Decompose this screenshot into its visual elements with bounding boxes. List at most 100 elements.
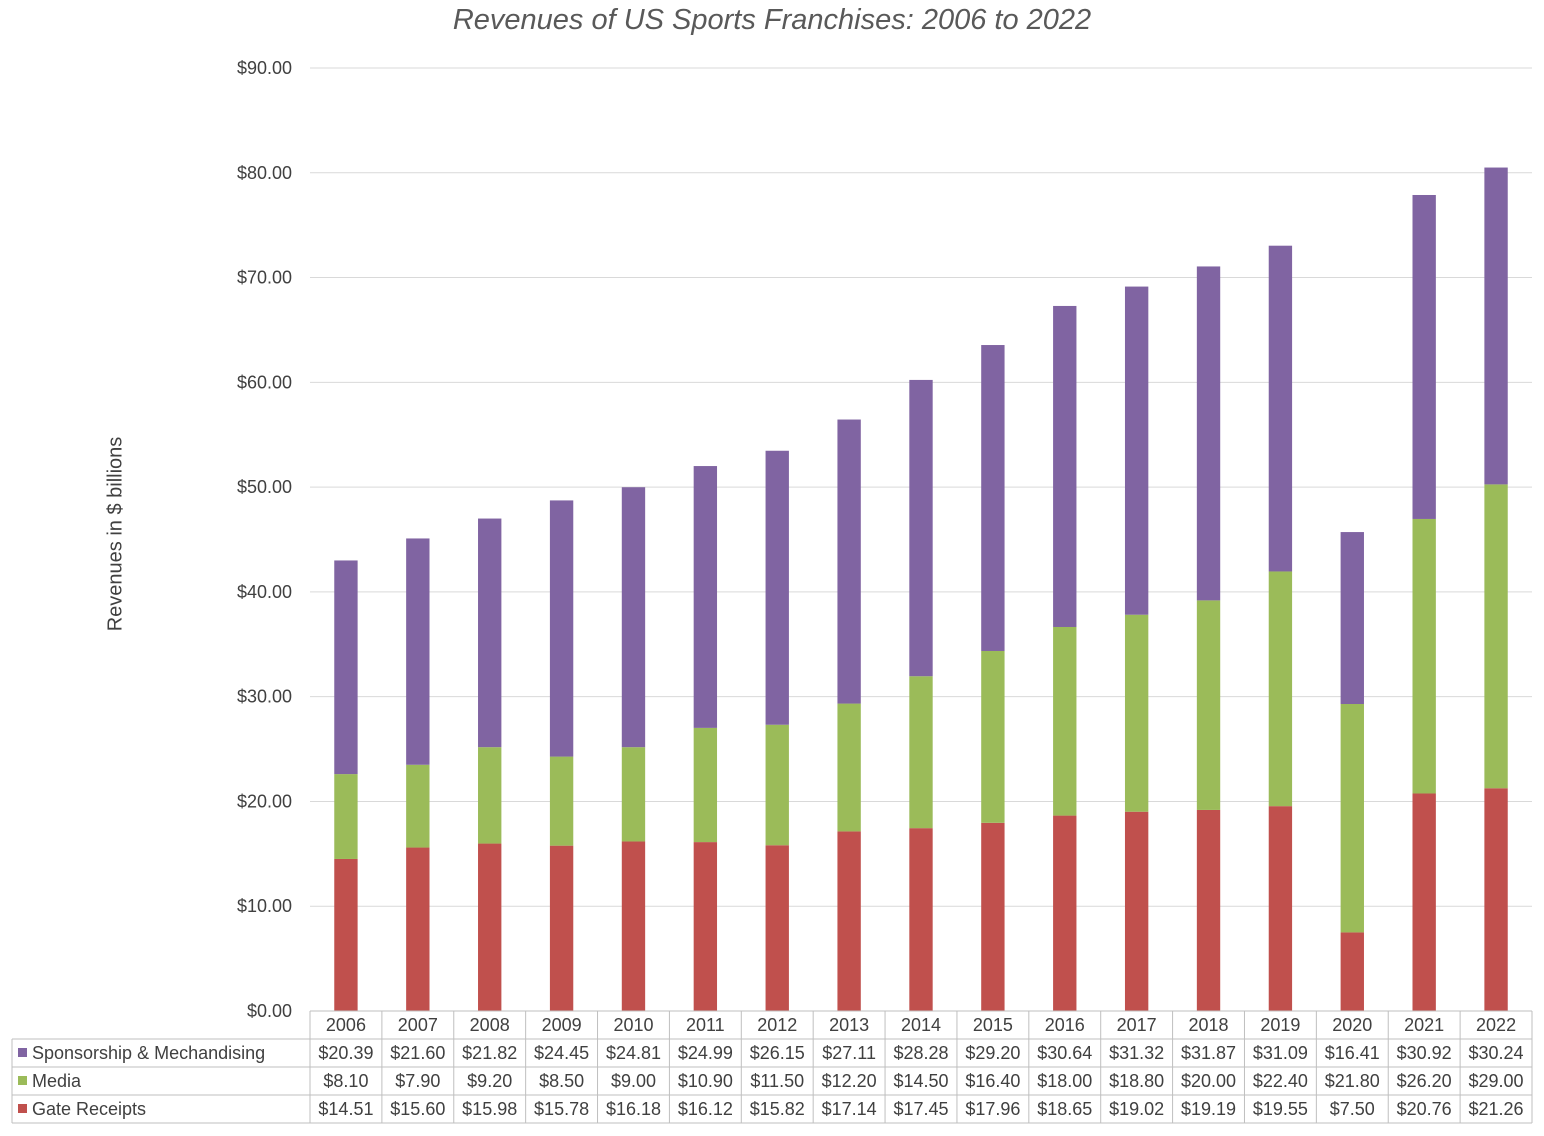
table-cell-value: $27.11 — [822, 1043, 876, 1063]
table-cell-value: $21.80 — [1325, 1071, 1380, 1091]
bar-segment — [765, 724, 789, 846]
legend-label: Media — [32, 1071, 82, 1091]
bar-segment — [837, 831, 861, 1011]
bar-segment — [478, 843, 502, 1011]
table-cell-value: $26.15 — [750, 1043, 805, 1063]
table-cell-value: $14.51 — [318, 1099, 373, 1119]
bar-segment — [406, 764, 430, 848]
table-cell-value: $15.78 — [534, 1099, 589, 1119]
table-header-year: 2021 — [1404, 1015, 1444, 1035]
bar-segment — [1412, 194, 1436, 519]
bar-segment — [478, 747, 502, 844]
bar-segment — [981, 822, 1005, 1011]
table-header-year: 2017 — [1117, 1015, 1157, 1035]
table-cell-value: $9.00 — [611, 1071, 656, 1091]
table-cell-value: $9.20 — [467, 1071, 512, 1091]
table-cell-value: $21.60 — [390, 1043, 445, 1063]
table-header-year: 2012 — [757, 1015, 797, 1035]
bar-segment — [621, 487, 646, 748]
bar-segment — [1124, 614, 1149, 812]
table-cell-value: $17.96 — [965, 1099, 1020, 1119]
y-tick-label: $80.00 — [237, 163, 292, 183]
table-cell-value: $10.90 — [678, 1071, 733, 1091]
bar-segment — [765, 845, 789, 1011]
table-cell-value: $18.00 — [1037, 1071, 1092, 1091]
legend-key — [18, 1048, 27, 1057]
table-cell-value: $18.80 — [1109, 1071, 1164, 1091]
table-cell-value: $21.82 — [462, 1043, 517, 1063]
table-cell-value: $17.14 — [822, 1099, 877, 1119]
table-cell-value: $15.60 — [390, 1099, 445, 1119]
legend-key — [18, 1076, 27, 1085]
y-tick-label: $0.00 — [247, 1001, 292, 1021]
bar-segment — [621, 841, 646, 1011]
bar-segment — [837, 703, 861, 832]
table-cell-value: $11.50 — [750, 1071, 804, 1091]
bar-segment — [621, 747, 646, 842]
bar-segment — [1196, 266, 1221, 601]
bar-segment — [478, 518, 502, 748]
table-cell-value: $21.26 — [1469, 1099, 1524, 1119]
table-cell-value: $24.81 — [606, 1043, 661, 1063]
table-cell-value: $8.50 — [539, 1071, 584, 1091]
table-cell-value: $20.76 — [1397, 1099, 1452, 1119]
table-cell-value: $26.20 — [1397, 1071, 1452, 1091]
bar-segment — [1124, 811, 1149, 1011]
table-cell-value: $29.20 — [965, 1043, 1020, 1063]
table-cell-value: $17.45 — [893, 1099, 948, 1119]
bar-segment — [1053, 815, 1077, 1011]
table-header-year: 2015 — [973, 1015, 1013, 1035]
table-cell-value: $16.12 — [678, 1099, 733, 1119]
table-header-year: 2010 — [613, 1015, 653, 1035]
table-cell-value: $19.19 — [1181, 1099, 1236, 1119]
bar-segment — [1268, 245, 1293, 572]
table-cell-value: $16.41 — [1325, 1043, 1380, 1063]
table-cell-value: $19.02 — [1109, 1099, 1164, 1119]
table-cell-value: $12.20 — [822, 1071, 877, 1091]
bar-segment — [1340, 532, 1364, 705]
y-tick-label: $50.00 — [237, 477, 292, 497]
bar-segment — [1412, 518, 1436, 794]
bar-segment — [549, 756, 574, 846]
bar-segment — [1484, 167, 1508, 485]
table-header-year: 2018 — [1189, 1015, 1229, 1035]
table-cell-value: $30.24 — [1469, 1043, 1524, 1063]
table-cell-value: $7.50 — [1330, 1099, 1375, 1119]
table-cell-value: $28.28 — [893, 1043, 948, 1063]
bar-segment — [334, 858, 358, 1011]
table-header-year: 2006 — [326, 1015, 366, 1035]
bar-segment — [765, 450, 789, 725]
bar-segment — [981, 650, 1005, 823]
table-cell-value: $7.90 — [395, 1071, 440, 1091]
table-header-year: 2008 — [470, 1015, 510, 1035]
bar-segment — [334, 560, 358, 775]
table-cell-value: $20.39 — [318, 1043, 373, 1063]
table-cell-value: $14.50 — [893, 1071, 948, 1091]
y-tick-label: $20.00 — [237, 791, 292, 811]
y-tick-label: $10.00 — [237, 896, 292, 916]
bar-segment — [1053, 626, 1077, 816]
bar-segment — [693, 727, 718, 843]
bar-segment — [334, 774, 358, 859]
bar-segment — [1196, 809, 1221, 1011]
bar-segment — [1268, 806, 1293, 1011]
table-cell-value: $16.40 — [965, 1071, 1020, 1091]
bar-segment — [981, 345, 1005, 651]
table-header-year: 2019 — [1260, 1015, 1300, 1035]
table-cell-value: $31.09 — [1253, 1043, 1308, 1063]
bar-segment — [1412, 793, 1436, 1011]
bar-segment — [837, 419, 861, 704]
table-cell-value: $15.82 — [750, 1099, 805, 1119]
table-cell-value: $22.40 — [1253, 1071, 1308, 1091]
table-header-year: 2011 — [686, 1015, 725, 1035]
bar-segment — [1484, 484, 1508, 789]
bar-segment — [1268, 571, 1293, 807]
table-cell-value: $30.92 — [1397, 1043, 1452, 1063]
table-cell-value: $15.98 — [462, 1099, 517, 1119]
table-cell-value: $31.32 — [1109, 1043, 1164, 1063]
y-tick-label: $60.00 — [237, 372, 292, 392]
legend-key — [18, 1104, 27, 1113]
y-tick-label: $30.00 — [237, 687, 292, 707]
legend-label: Sponsorship & Mechandising — [32, 1043, 265, 1063]
